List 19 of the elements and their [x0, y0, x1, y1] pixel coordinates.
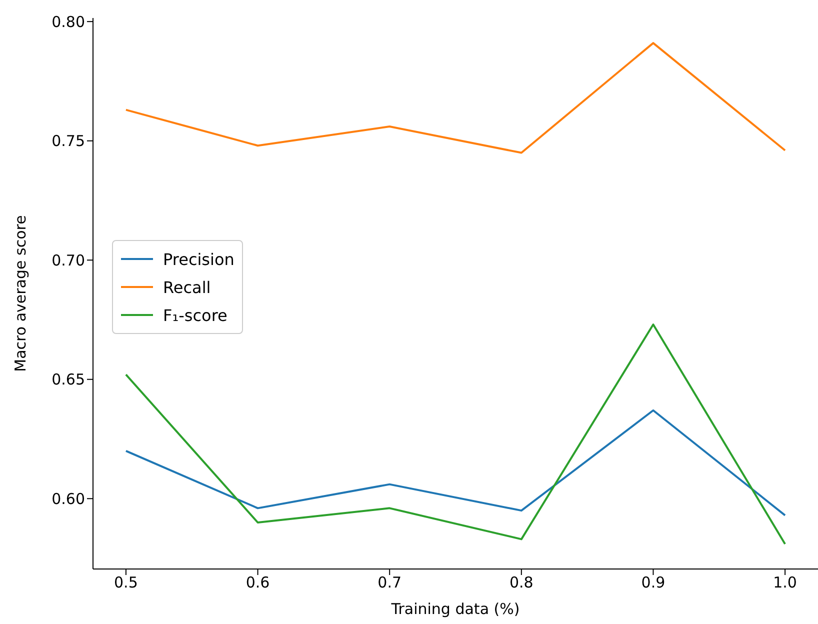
y-tick-label: 0.60	[52, 490, 85, 508]
x-tick-label: 0.6	[246, 574, 270, 592]
legend-label: Recall	[163, 278, 211, 296]
y-tick-label: 0.80	[52, 12, 85, 31]
line-series	[124, 324, 786, 545]
y-tick-label: 0.75	[52, 132, 85, 150]
x-tick-label: 0.9	[641, 574, 666, 592]
x-tick-label: 1.0	[773, 574, 797, 592]
x-tick-label: 0.5	[114, 574, 138, 592]
x-tick-label: 0.8	[509, 574, 534, 592]
line-series	[124, 409, 786, 516]
y-tick-label: 0.65	[52, 370, 85, 389]
y-tick-label: 0.70	[52, 251, 85, 270]
line-series	[124, 42, 786, 154]
x-tick-label: 0.7	[378, 574, 402, 592]
legend-label: Precision	[163, 250, 234, 268]
x-axis-title: Training data (%)	[390, 600, 520, 618]
y-axis-title: Macro average score	[11, 215, 30, 372]
legend-label: F₁-score	[163, 306, 228, 324]
